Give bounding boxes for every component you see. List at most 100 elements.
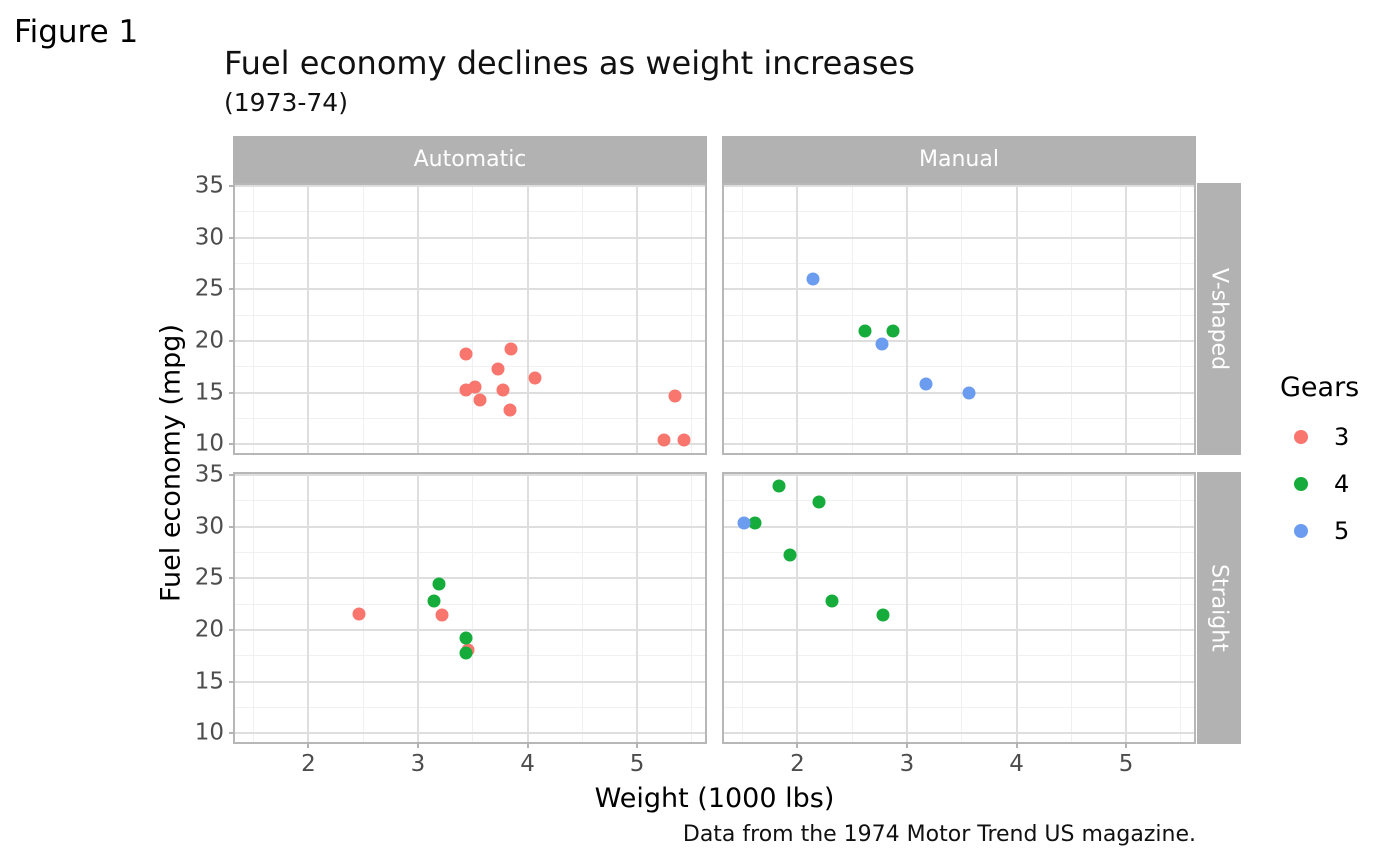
data-point <box>876 608 890 622</box>
data-point <box>352 607 366 621</box>
y-major-gridline <box>724 339 1194 342</box>
y-tick-mark <box>229 288 235 291</box>
y-tick-mark <box>229 185 235 188</box>
y-major-gridline <box>235 525 705 528</box>
y-minor-gridline <box>724 551 1194 553</box>
x-minor-gridline <box>961 185 963 453</box>
facet-strip-straight-label: Straight <box>1206 564 1232 652</box>
legend: Gears 3 4 5 <box>1280 372 1359 554</box>
data-point <box>806 272 820 286</box>
x-tick-label: 4 <box>520 751 535 777</box>
x-major-gridline <box>1015 185 1018 453</box>
x-minor-gridline <box>742 185 744 453</box>
facet-strip-manual-label: Manual <box>919 147 999 172</box>
x-tick-label: 5 <box>1118 751 1134 777</box>
data-point <box>528 371 542 385</box>
legend-point-icon <box>1294 523 1308 538</box>
legend-point-icon <box>1294 476 1308 491</box>
y-tick-label: 15 <box>194 668 224 694</box>
y-major-gridline <box>235 474 705 477</box>
y-major-gridline <box>724 236 1194 239</box>
x-tick-label: 4 <box>1009 751 1024 777</box>
y-tick-label: 25 <box>194 275 224 302</box>
data-point <box>459 646 473 660</box>
legend-item-label: 3 <box>1334 422 1350 451</box>
facet-strip-automatic: Automatic <box>233 136 707 183</box>
x-minor-gridline <box>472 474 474 742</box>
x-minor-gridline <box>1180 474 1182 742</box>
y-tick-label: 30 <box>194 513 224 540</box>
x-minor-gridline <box>253 185 255 453</box>
y-minor-gridline <box>724 706 1194 708</box>
legend-title: Gears <box>1280 372 1360 403</box>
data-point <box>919 377 933 391</box>
y-tick-label: 35 <box>194 172 224 199</box>
y-minor-gridline <box>724 314 1194 316</box>
x-minor-gridline <box>691 474 693 742</box>
x-tick-mark <box>1015 742 1018 748</box>
x-minor-gridline <box>362 474 364 742</box>
x-tick-mark <box>416 742 419 748</box>
x-minor-gridline <box>362 185 364 453</box>
chart-title: Fuel economy declines as weight increase… <box>224 44 915 82</box>
y-minor-gridline <box>235 706 705 708</box>
chart-caption: Data from the 1974 Motor Trend US magazi… <box>682 822 1196 847</box>
figure-label: Figure 1 <box>14 14 139 50</box>
data-point <box>812 495 826 509</box>
data-point <box>459 347 473 361</box>
y-major-gridline <box>235 680 705 683</box>
y-minor-gridline <box>235 417 705 419</box>
data-point <box>668 389 682 403</box>
panel-manual-straight: 2 3 4 5 <box>722 472 1196 776</box>
y-minor-gridline <box>724 655 1194 657</box>
data-point <box>432 577 446 591</box>
facet-strip-v-shaped: V-shaped <box>1197 183 1241 455</box>
x-tick-label: 2 <box>301 751 316 777</box>
x-minor-gridline <box>851 185 853 453</box>
data-point <box>677 433 691 447</box>
y-minor-gridline <box>724 417 1194 419</box>
y-tick-label: 10 <box>194 430 224 457</box>
y-tick-label: 20 <box>194 327 224 354</box>
y-major-gridline <box>235 732 705 735</box>
y-minor-gridline <box>235 366 705 368</box>
y-tick-label: 30 <box>194 224 224 251</box>
x-major-gridline <box>905 474 908 742</box>
y-major-gridline <box>724 525 1194 528</box>
legend-item-gear-3: 3 <box>1280 413 1359 460</box>
facet-strip-automatic-label: Automatic <box>413 147 527 172</box>
x-tick-label: 3 <box>899 751 915 777</box>
x-tick-label: 3 <box>410 751 426 777</box>
x-axis-title: Weight (1000 lbs) <box>594 783 835 814</box>
x-major-gridline <box>905 185 908 453</box>
x-minor-gridline <box>472 185 474 453</box>
y-minor-gridline <box>724 262 1194 264</box>
y-tick-label: 15 <box>194 379 224 405</box>
x-major-gridline <box>307 474 310 742</box>
y-tick-mark <box>229 236 235 239</box>
data-point <box>886 324 900 338</box>
x-major-gridline <box>1125 474 1128 742</box>
legend-items: 3 4 5 <box>1280 413 1359 554</box>
x-major-gridline <box>636 474 639 742</box>
y-major-gridline <box>724 628 1194 631</box>
x-minor-gridline <box>581 185 583 453</box>
y-minor-gridline <box>724 500 1194 502</box>
y-major-gridline <box>724 474 1194 477</box>
y-major-gridline <box>235 236 705 239</box>
y-major-gridline <box>235 443 705 446</box>
panel-automatic-straight: 2 3 4 5 35 30 25 20 15 10 <box>195 463 707 776</box>
y-minor-gridline <box>235 314 705 316</box>
y-major-gridline <box>724 577 1194 580</box>
panel-manual-v-shaped <box>722 183 1196 455</box>
x-major-gridline <box>1015 474 1018 742</box>
x-tick-mark <box>905 742 908 748</box>
x-minor-gridline <box>961 474 963 742</box>
y-major-gridline <box>235 628 705 631</box>
data-point <box>962 386 976 399</box>
legend-item-label: 5 <box>1334 516 1350 545</box>
facet-strip-straight: Straight <box>1197 472 1241 744</box>
x-major-gridline <box>307 185 310 453</box>
y-major-gridline <box>724 680 1194 683</box>
